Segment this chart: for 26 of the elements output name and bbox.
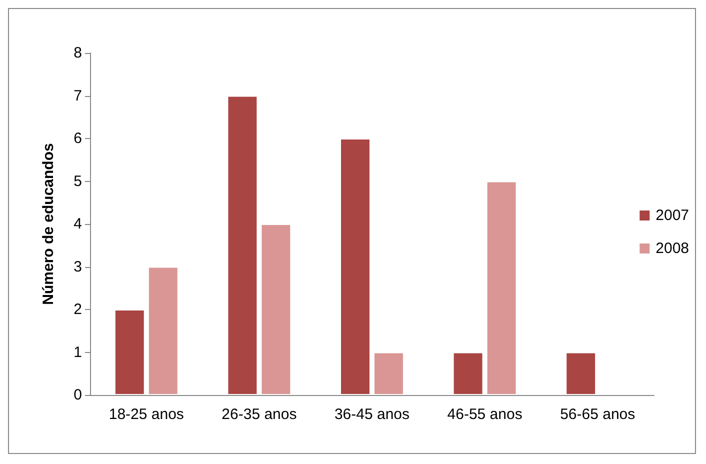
y-tick-label: 5 [74,172,82,190]
y-tick-label: 4 [74,216,82,232]
legend-label: 2008 [656,240,690,257]
y-tick-label: 3 [74,258,82,276]
y-tick-label: 2 [74,301,82,318]
x-tick-label: 46-55 anos [447,406,522,423]
x-tick-label: 26-35 anos [222,406,297,423]
bar [260,224,292,395]
bar [114,310,145,395]
bar [566,352,596,395]
bar [374,352,404,395]
y-tick-label: 6 [74,130,82,147]
x-tick-label: 18-25 anos [108,406,184,423]
y-tick-label: 8 [74,44,82,62]
legend-label: 2007 [656,207,690,224]
y-tick-label: 1 [74,344,82,361]
bar [148,266,178,395]
x-tick-label: 36-45 anos [334,406,410,423]
x-tick-label: 56-65 anos [560,406,636,423]
bar [227,96,258,395]
bar [340,138,370,395]
y-axis-title: Número de educandos [40,143,57,305]
y-tick-label: 0 [74,386,82,404]
y-tick-label: 7 [74,87,82,104]
bar [486,181,517,395]
bar [452,352,484,395]
